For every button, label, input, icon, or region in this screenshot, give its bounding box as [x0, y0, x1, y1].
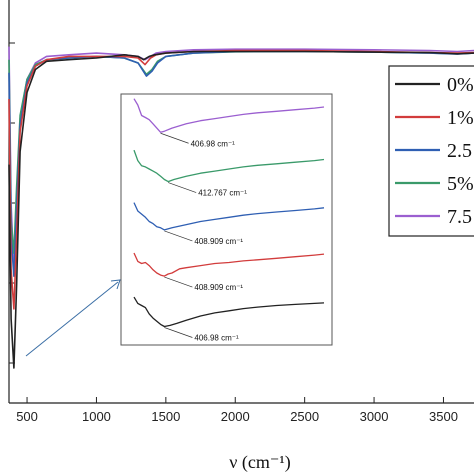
legend-label-1: 1%	[447, 107, 474, 129]
x-tick-label-1000: 1000	[82, 409, 111, 424]
x-axis-title: ν (cm⁻¹)	[229, 452, 291, 473]
inset-line-4	[133, 296, 325, 328]
x-tick-label-2000: 2000	[221, 409, 250, 424]
annotation-leader-2	[164, 230, 193, 242]
annotation-label-1: 412.767 cm⁻¹	[198, 189, 247, 198]
main-series-lines	[8, 46, 474, 369]
inset-line-1	[133, 149, 325, 183]
annotation-leader-4	[164, 327, 193, 338]
x-tick-label-500: 500	[16, 409, 38, 424]
annotation-leader-0	[160, 132, 189, 144]
annotation-leader-1	[168, 182, 197, 193]
inset-box	[120, 93, 333, 346]
x-ticks: 500 1000 1500 2000 2500 3000 3500	[16, 397, 458, 424]
legend-label-3: 5%	[447, 173, 474, 195]
legend: 0% 1% 2.5 5% 7.5	[395, 74, 474, 228]
legend-label-2: 2.5	[447, 140, 472, 162]
inset-line-2	[133, 202, 325, 231]
annotation-label-4: 406.98 cm⁻¹	[194, 334, 239, 343]
legend-label-4: 7.5	[447, 206, 472, 228]
series-line-0	[8, 50, 474, 369]
inset-pointer-arrow	[25, 281, 119, 357]
annotation-leader-3	[164, 276, 193, 288]
inset-pointer-arrowhead	[110, 279, 121, 290]
annotation-label-0: 406.98 cm⁻¹	[191, 139, 236, 148]
x-tick-label-2500: 2500	[290, 409, 319, 424]
legend-label-0: 0%	[447, 74, 474, 96]
inset-series-lines	[133, 98, 325, 328]
inset-line-0	[133, 98, 325, 133]
annotation-label-2: 408.909 cm⁻¹	[194, 237, 243, 246]
annotation-label-3: 408.909 cm⁻¹	[194, 283, 243, 292]
inset-line-3	[133, 252, 325, 277]
inset-annotations: 406.98 cm⁻¹ 412.767 cm⁻¹ 408.909 cm⁻¹ 408.9…	[160, 132, 247, 343]
x-tick-label-3500: 3500	[429, 409, 458, 424]
x-tick-label-3000: 3000	[360, 409, 389, 424]
x-tick-label-1500: 1500	[151, 409, 180, 424]
